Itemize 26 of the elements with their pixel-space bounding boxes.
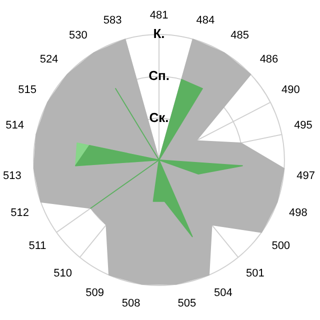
- spoke-label: 530: [68, 30, 88, 42]
- spoke-label: 511: [28, 240, 46, 252]
- spoke-label: 514: [6, 119, 24, 132]
- spoke-label: 484: [196, 14, 215, 27]
- spoke-label: 486: [260, 53, 278, 66]
- spoke-label: 500: [272, 240, 290, 252]
- spoke-label: 485: [230, 30, 250, 42]
- spoke-label: 498: [288, 206, 308, 219]
- spoke-label: 515: [18, 84, 37, 96]
- spoke-label: 583: [103, 14, 122, 27]
- y-tick-label: Ск.: [149, 110, 169, 125]
- spoke-label: 481: [150, 9, 168, 22]
- spoke-label: 505: [178, 297, 196, 310]
- spoke-label: 508: [122, 297, 140, 310]
- spoke-label: 509: [86, 287, 104, 300]
- spoke-label: 513: [3, 170, 22, 182]
- y-tick-label: К.: [153, 26, 165, 42]
- spoke-label: 504: [214, 287, 232, 300]
- spoke-label: 510: [54, 268, 72, 280]
- spoke-label: 512: [10, 206, 30, 219]
- spoke-label: 497: [296, 170, 315, 182]
- spoke-label: 501: [246, 268, 264, 280]
- spoke-label: 495: [294, 119, 312, 132]
- y-tick-label: Сп.: [148, 68, 170, 83]
- spoke-label: 524: [40, 53, 58, 66]
- spoke-label: 490: [281, 84, 300, 96]
